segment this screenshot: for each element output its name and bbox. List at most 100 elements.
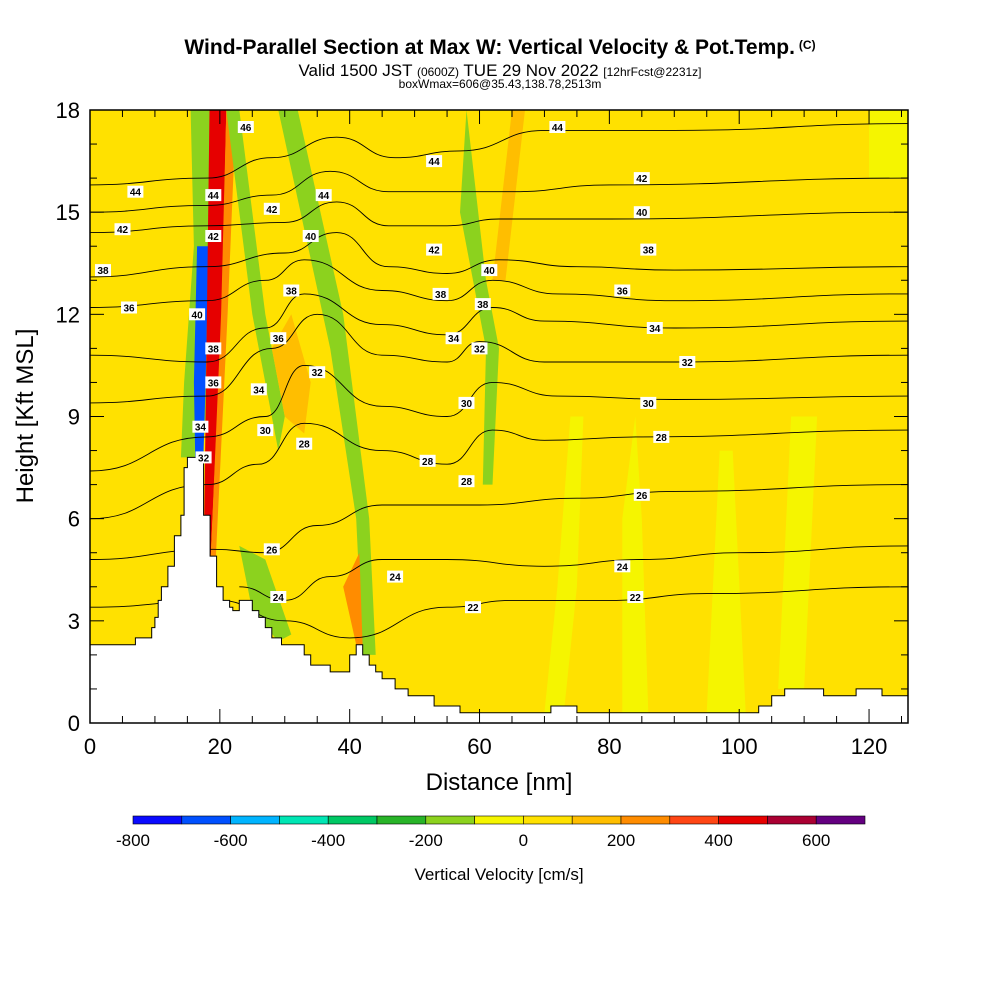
x-tick-label-120: 120 [851,734,888,759]
colorbar-tick-label-2: -400 [311,831,345,850]
contour-label-37: 40 [636,208,648,219]
contour-label-box-42 [640,396,657,409]
contour-label-9: 34 [195,423,207,434]
theta-contour-40 [90,201,908,234]
contour-label-14: 38 [286,287,298,298]
velocity-band-6 [278,110,376,655]
colorbar-bin-9 [571,815,622,825]
x-tick-label-40: 40 [337,734,361,759]
valid-zulu: (0600Z) [416,65,459,79]
contour-label-3: 36 [123,304,135,315]
contour-label-box-38 [640,243,657,256]
contour-label-5: 44 [208,191,220,202]
colorbar-bin-10 [620,815,671,825]
colorbar-bin-1 [181,815,231,825]
contour-label-box-24 [445,332,462,345]
contour-label-7: 38 [208,344,220,355]
contour-label-21: 44 [429,157,441,168]
y-tick-label-0: 0 [68,711,80,736]
contour-label-box-32 [481,264,498,277]
contour-label-box-16 [250,383,267,396]
contour-label-box-10 [195,451,212,464]
contour-label-22: 42 [429,246,441,257]
y-axis-title: Height [Kft MSL] [12,329,39,504]
x-axis-title: Distance [nm] [426,769,573,796]
valid-time-line: Valid 1500 JST (0600Z) TUE 29 Nov 2022 [… [0,61,1000,81]
y-tick-label-12: 12 [56,302,80,327]
contour-label-box-3 [121,301,137,314]
colorbar-tick-label-5: 200 [607,831,635,850]
colorbar-title: Vertical Velocity [cm/s] [414,865,583,884]
velocity-band-4 [226,110,285,451]
contour-label-29: 22 [467,603,479,614]
contour-label-box-0 [127,185,144,198]
plot-area: 44 42 38 36 40 44 42 38 36 34 32 46 42 40 38 36 34 32 30 28… [90,110,908,723]
contour-label-10: 32 [198,453,210,464]
x-tick-label-100: 100 [721,734,758,759]
theta-contour-30 [90,364,908,472]
contour-label-box-1 [114,223,131,236]
velocity-band-11 [90,467,181,519]
contour-label-31: 24 [273,593,285,604]
contour-label-box-39 [614,284,631,297]
contour-label-box-46 [627,591,644,603]
contour-label-box-33 [474,298,491,311]
contour-label-box-45 [614,560,631,573]
contour-label-17: 32 [312,368,324,379]
contour-label-41: 32 [682,358,694,369]
contour-label-box-36 [633,172,650,185]
contour-label-4: 40 [192,310,204,321]
theta-contour-labels: 44 42 38 36 40 44 42 38 36 34 32 46 42 40 38 36 34 32 30 28… [95,121,696,614]
contour-label-box-18 [257,424,274,437]
box-info: boxWmax=606@35.43,138.78,2513m [398,77,602,91]
contour-label-38: 38 [643,246,655,257]
colorbar-bin-2 [230,815,280,825]
contour-label-box-14 [283,284,300,297]
colorbar-bin-13 [767,815,817,825]
valid-prefix: Valid 1500 JST [298,61,413,80]
chart-title: Wind-Parallel Section at Max W: Vertical… [0,36,1000,60]
contour-label-box-40 [646,322,663,334]
velocity-band-10 [239,545,292,642]
velocity-band-13 [622,416,649,713]
contour-label-box-31 [270,591,287,603]
contour-label-box-11 [237,121,254,133]
colorbar-bin-5 [376,815,427,825]
contour-label-33: 38 [477,300,489,311]
contour-label-box-29 [465,601,481,614]
forecast-info: [12hrFcst@2231z] [603,65,702,79]
theta-contour-42 [90,170,908,213]
colorbar-bin-7 [474,815,524,825]
contour-label-box-22 [426,243,443,256]
colorbar-tick-label-0: -800 [116,831,150,850]
contour-label-box-6 [205,230,222,242]
contour-label-box-44 [633,488,650,501]
contour-label-43: 28 [656,433,668,444]
contour-label-box-15 [270,332,287,345]
contour-label-box-20 [315,189,332,202]
contour-label-box-5 [205,189,222,202]
x-tick-label-0: 0 [84,734,96,759]
contour-label-20: 44 [318,191,330,202]
velocity-band-17 [869,110,908,179]
contour-label-26: 28 [422,457,434,468]
chart-title-text: Wind-Parallel Section at Max W: Vertical… [184,36,795,59]
y-tick-label-9: 9 [68,405,80,430]
contour-label-box-43 [653,430,670,443]
contour-label-40: 34 [649,324,661,335]
contour-label-box-13 [302,230,319,242]
colorbar-bin-6 [425,815,475,825]
velocity-band-15 [778,416,818,689]
contour-label-15: 36 [273,334,285,345]
velocity-band-9 [492,110,525,281]
contour-label-24: 34 [448,334,460,345]
contour-label-box-26 [419,454,436,467]
contour-label-46: 22 [630,593,642,604]
x-tick-label-60: 60 [467,734,491,759]
contour-label-box-27 [458,475,475,488]
colorbar-tick-label-1: -600 [214,831,248,850]
contour-label-30: 26 [266,545,278,556]
contour-label-6: 42 [208,232,220,243]
